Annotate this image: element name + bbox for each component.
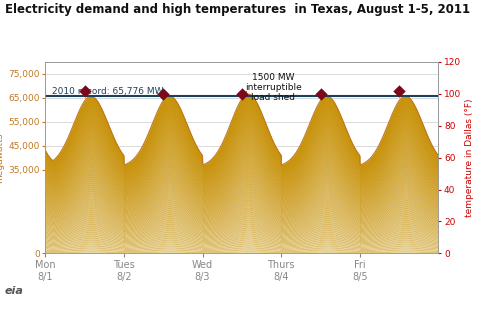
- Y-axis label: megawatts: megawatts: [0, 132, 4, 183]
- Text: Electricity demand and high temperatures  in Texas, August 1-5, 2011: Electricity demand and high temperatures…: [5, 3, 470, 16]
- Text: 2010 record: 65,776 MW: 2010 record: 65,776 MW: [51, 87, 163, 96]
- Point: [159, 91, 167, 96]
- Text: 1500 MW
interruptible
load shed: 1500 MW interruptible load shed: [242, 73, 302, 102]
- Y-axis label: temperature in Dallas (°F): temperature in Dallas (°F): [466, 98, 474, 217]
- Text: eia: eia: [5, 286, 24, 295]
- Point: [317, 91, 325, 96]
- Point: [238, 91, 246, 96]
- Point: [81, 88, 89, 93]
- Point: [395, 88, 403, 93]
